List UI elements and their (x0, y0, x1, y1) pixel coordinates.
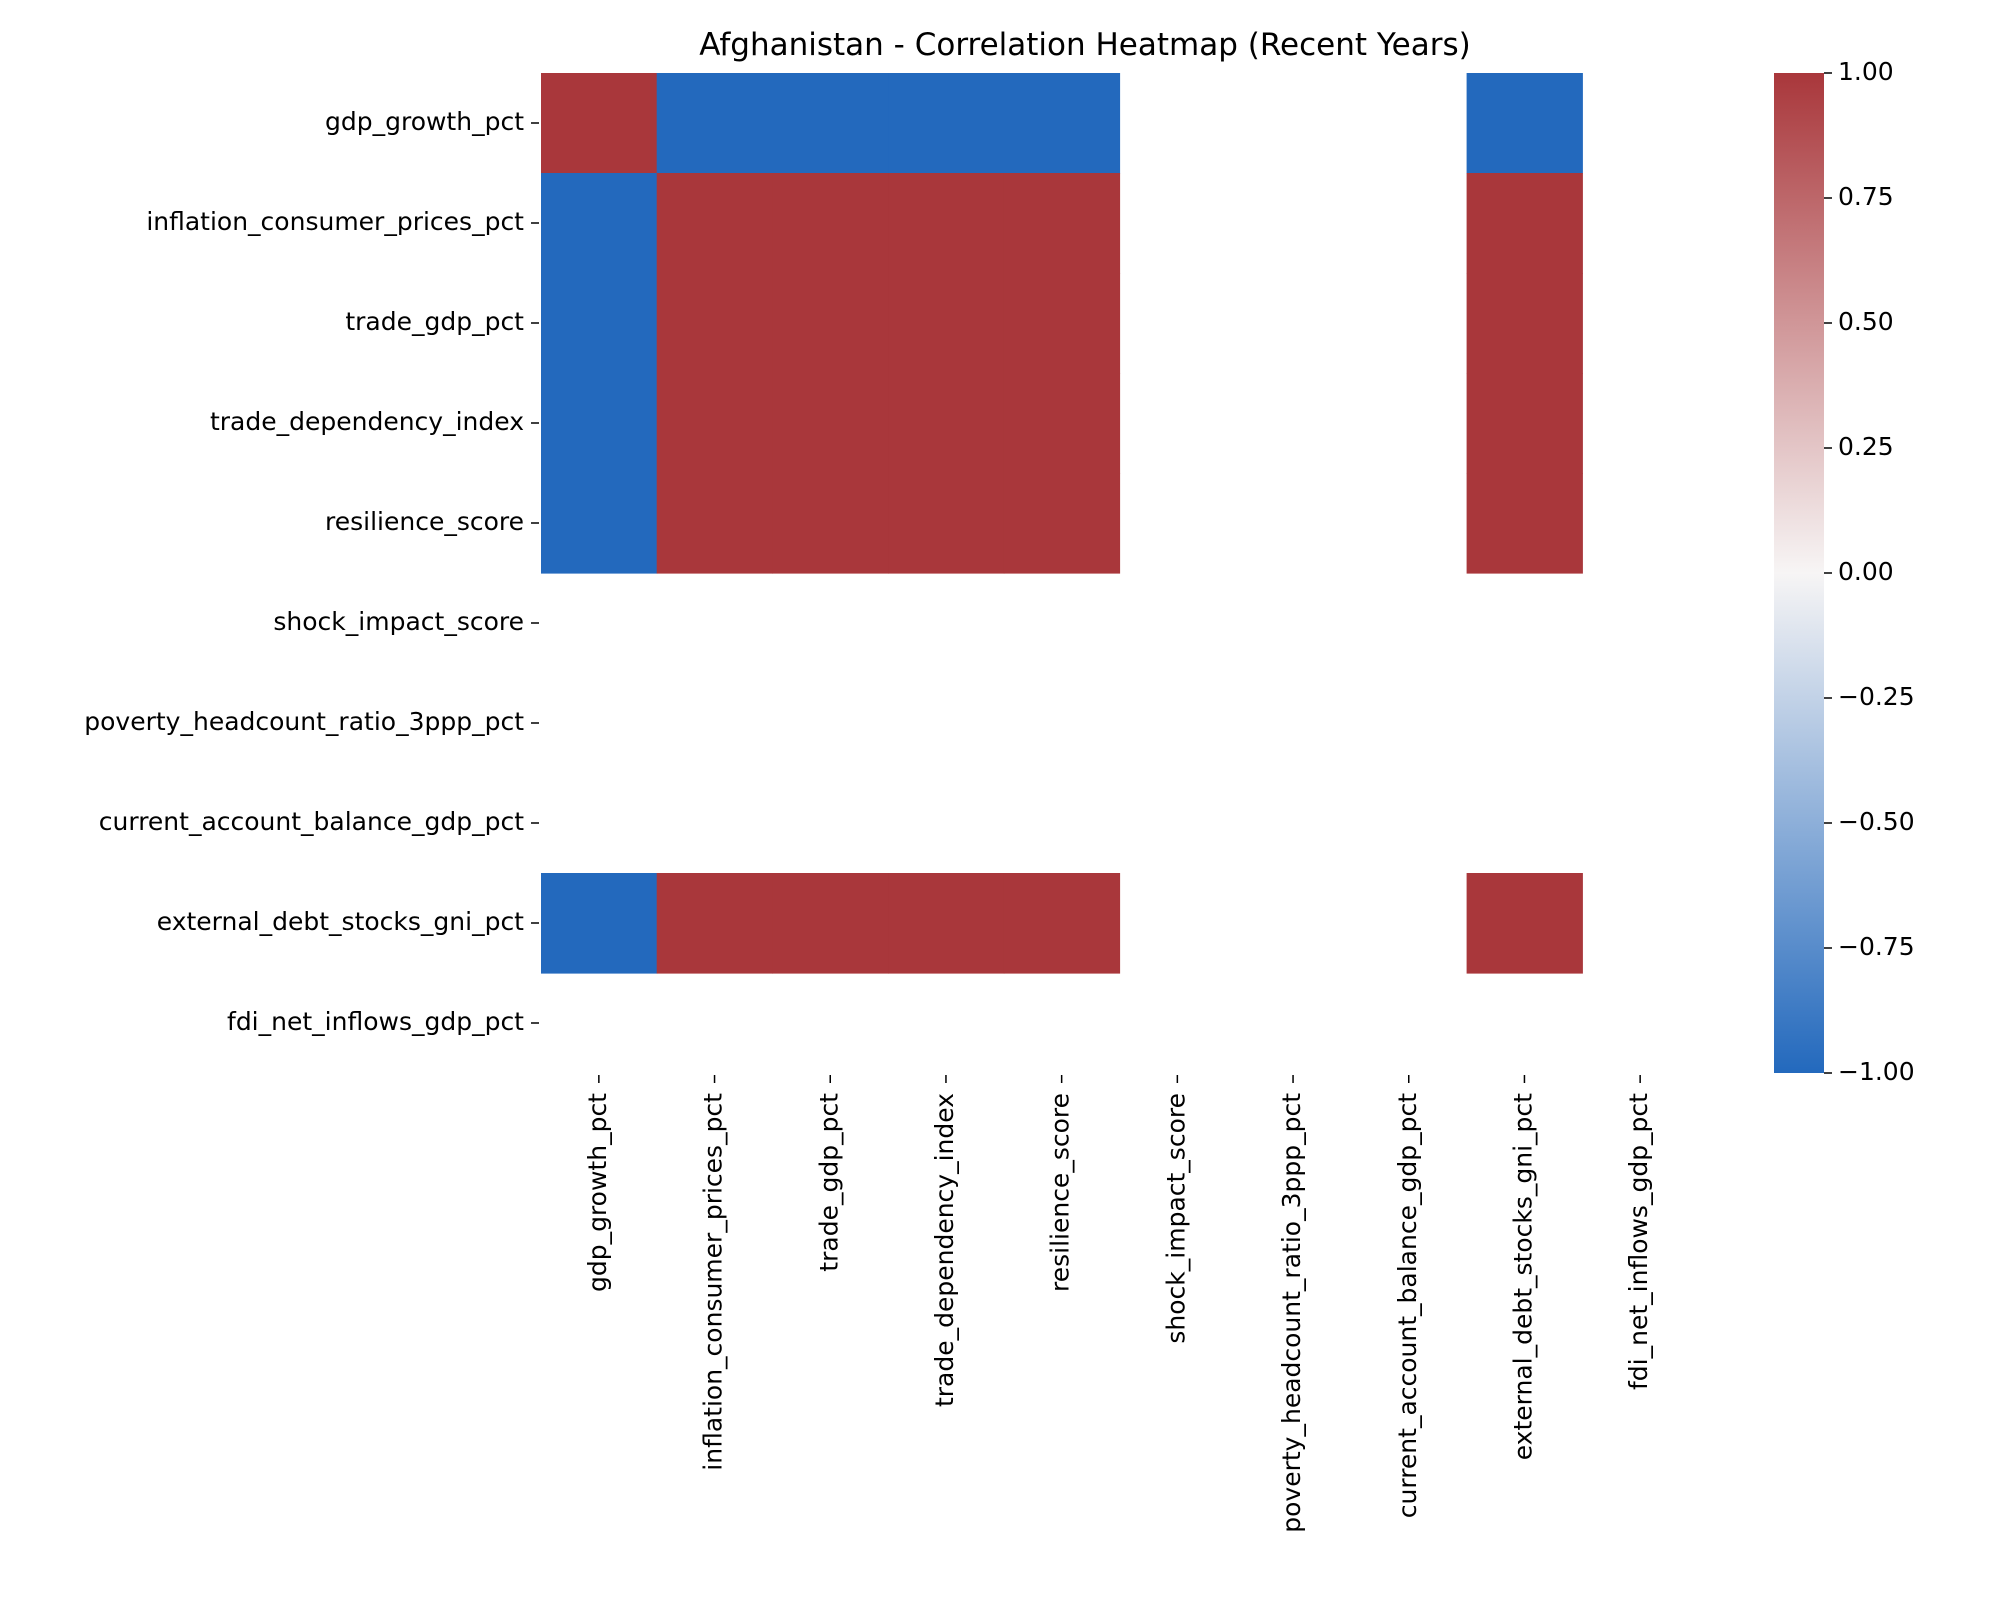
row-tick-label: trade_dependency_index (210, 407, 524, 436)
heatmap-cells (541, 73, 1583, 974)
heatmap-cell-r0-c4 (1003, 73, 1121, 174)
colorbar-tick-label: 0.00 (1838, 557, 1894, 586)
heatmap-cell-r8-c8 (1466, 873, 1583, 974)
row-tick-label: poverty_headcount_ratio_3ppp_pct (84, 707, 524, 736)
heatmap-cell-r0-c8 (1466, 73, 1583, 174)
column-tick-label: trade_dependency_index (930, 1093, 959, 1407)
heatmap-cell-r4-c3 (888, 473, 1005, 574)
row-tick-label: inflation_consumer_prices_pct (146, 207, 524, 236)
column-tick-labels: gdp_growth_pct inflation_consumer_prices_… (583, 1075, 1653, 1533)
row-tick-label: fdi_net_inflows_gdp_pct (227, 1007, 524, 1036)
heatmap-cell-r8-c3 (888, 873, 1005, 974)
colorbar-tick-label: 0.50 (1838, 307, 1894, 336)
heatmap-cell-r1-c0 (541, 173, 658, 274)
heatmap-cell-r4-c2 (772, 473, 889, 574)
heatmap-cell-r1-c4 (1003, 173, 1121, 274)
row-tick-labels: gdp_growth_pct inflation_consumer_prices_… (84, 107, 539, 1036)
heatmap-cell-r2-c4 (1003, 273, 1121, 374)
heatmap-cell-r8-c1 (656, 873, 773, 974)
heatmap-cell-r3-c0 (541, 373, 658, 474)
heatmap-cell-r2-c3 (888, 273, 1005, 374)
colorbar-tick-label: −1.00 (1838, 1057, 1915, 1086)
heatmap-cell-r2-c1 (656, 273, 773, 374)
column-tick-label: poverty_headcount_ratio_3ppp_pct (1277, 1093, 1306, 1533)
row-tick-label: external_debt_stocks_gni_pct (157, 907, 524, 936)
heatmap-cell-r3-c8 (1466, 373, 1583, 474)
column-tick-label: current_account_balance_gdp_pct (1393, 1093, 1422, 1518)
row-tick-label: resilience_score (325, 507, 524, 536)
row-tick-label: trade_gdp_pct (345, 307, 524, 336)
heatmap-cell-r2-c8 (1466, 273, 1583, 374)
column-tick-label: inflation_consumer_prices_pct (699, 1093, 728, 1471)
heatmap-cell-r4-c0 (541, 473, 658, 574)
heatmap-cell-r8-c4 (1003, 873, 1121, 974)
row-tick-label: shock_impact_score (273, 607, 524, 636)
colorbar-tick-label: −0.25 (1838, 682, 1915, 711)
column-tick-label: external_debt_stocks_gni_pct (1508, 1093, 1537, 1460)
column-tick-label: resilience_score (1046, 1093, 1075, 1292)
heatmap-cell-r1-c2 (772, 173, 889, 274)
heatmap-cell-r0-c2 (772, 73, 889, 174)
heatmap-cell-r0-c3 (888, 73, 1005, 174)
heatmap-cell-r0-c0 (541, 73, 658, 174)
colorbar-tick-label: −0.50 (1838, 807, 1915, 836)
chart-title: Afghanistan - Correlation Heatmap (Recen… (699, 27, 1470, 63)
heatmap-cell-r1-c3 (888, 173, 1005, 274)
column-tick-label: gdp_growth_pct (583, 1093, 612, 1292)
heatmap-cell-r0-c1 (656, 73, 773, 174)
heatmap-cell-r8-c2 (772, 873, 889, 974)
heatmap-cell-r4-c1 (656, 473, 773, 574)
row-tick-label: gdp_growth_pct (325, 107, 524, 136)
heatmap-cell-r3-c1 (656, 373, 773, 474)
heatmap-cell-r1-c1 (656, 173, 773, 274)
heatmap-cell-r2-c0 (541, 273, 658, 374)
colorbar-tick-label: −0.75 (1838, 932, 1915, 961)
row-tick-label: current_account_balance_gdp_pct (99, 807, 524, 836)
heatmap-cell-r3-c3 (888, 373, 1005, 474)
colorbar-tick-label: 0.75 (1838, 182, 1894, 211)
column-tick-label: shock_impact_score (1161, 1093, 1190, 1344)
heatmap-cell-r1-c8 (1466, 173, 1583, 274)
heatmap-cell-r8-c0 (541, 873, 658, 974)
colorbar (1774, 73, 1824, 1073)
heatmap-cell-r4-c8 (1466, 473, 1583, 574)
colorbar-ticks: 1.00 0.75 0.50 0.25 0.00 −0.25 −0.50 −0.75 −1.00 (1824, 57, 1915, 1086)
heatmap-cell-r4-c4 (1003, 473, 1121, 574)
column-tick-label: trade_gdp_pct (814, 1093, 843, 1272)
colorbar-tick-label: 0.25 (1838, 432, 1894, 461)
heatmap-cell-r3-c2 (772, 373, 889, 474)
colorbar-tick-label: 1.00 (1838, 57, 1894, 86)
heatmap-cell-r3-c4 (1003, 373, 1121, 474)
heatmap-cell-r2-c2 (772, 273, 889, 374)
column-tick-label: fdi_net_inflows_gdp_pct (1624, 1093, 1653, 1390)
